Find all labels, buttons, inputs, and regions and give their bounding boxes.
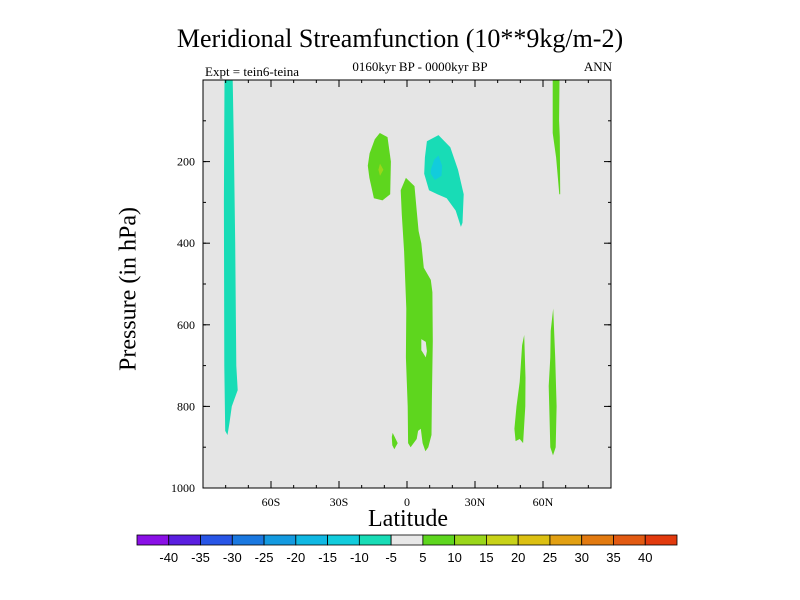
season-label: ANN bbox=[583, 59, 612, 74]
region-tropical-gap bbox=[421, 339, 427, 358]
x-axis-label: Latitude bbox=[368, 506, 448, 532]
y-tick-label: 1000 bbox=[171, 481, 195, 495]
colorbar-label: 5 bbox=[419, 550, 426, 565]
x-tick-label: 30S bbox=[330, 495, 349, 509]
region-tropical-positive bbox=[400, 177, 433, 452]
colorbar-label: -20 bbox=[286, 550, 305, 565]
colorbar-box bbox=[613, 534, 646, 546]
y-tick-label: 400 bbox=[177, 236, 195, 250]
region-sh-upper-positive-core bbox=[378, 163, 384, 176]
colorbar-box bbox=[517, 534, 551, 546]
contour-regions bbox=[223, 80, 561, 456]
colorbar-box bbox=[454, 534, 487, 546]
colorbar-box bbox=[358, 534, 392, 546]
y-tick-label: 600 bbox=[177, 318, 195, 332]
colorbar-box bbox=[422, 534, 456, 546]
colorbar-box bbox=[263, 534, 297, 546]
chart-title: Meridional Streamfunction (10**9kg/m-2) bbox=[176, 24, 624, 53]
colorbar-label: -30 bbox=[223, 550, 242, 565]
colorbar-box bbox=[231, 534, 265, 546]
colorbar-box bbox=[168, 534, 201, 546]
colorbar-label: -35 bbox=[191, 550, 210, 565]
region-nh-upper-negative-core bbox=[430, 155, 443, 180]
x-tick-label: 0 bbox=[404, 495, 410, 509]
colorbar-box bbox=[327, 534, 360, 546]
region-nh-midlat-positive bbox=[514, 335, 526, 444]
colorbar-label: 35 bbox=[606, 550, 620, 565]
colorbar-label: -5 bbox=[385, 550, 397, 565]
x-tick-label: 30N bbox=[465, 495, 486, 509]
region-sh-polar-cell bbox=[223, 80, 238, 435]
x-tick-label: 60S bbox=[262, 495, 281, 509]
colorbar-label: -15 bbox=[318, 550, 337, 565]
colorbar-box bbox=[486, 534, 519, 546]
colorbar-label: 25 bbox=[543, 550, 557, 565]
colorbar-box bbox=[390, 534, 424, 546]
colorbar-label: -40 bbox=[159, 550, 178, 565]
colorbar-label: 30 bbox=[574, 550, 588, 565]
colorbar-box bbox=[200, 534, 233, 546]
region-nh-highlat-positive bbox=[548, 308, 557, 456]
region-nh-upper-negative bbox=[424, 135, 464, 227]
colorbar-box bbox=[136, 534, 170, 546]
colorbar-label: -25 bbox=[255, 550, 274, 565]
region-small-positive-near-eq bbox=[391, 432, 398, 450]
colorbar-label: 15 bbox=[479, 550, 493, 565]
colorbar-label: 10 bbox=[447, 550, 461, 565]
colorbar-box bbox=[581, 534, 614, 546]
y-tick-label: 800 bbox=[177, 399, 195, 413]
colorbar-box bbox=[549, 534, 583, 546]
colorbar-box bbox=[644, 534, 678, 546]
colorbar-label: 40 bbox=[638, 550, 652, 565]
x-tick-label: 60N bbox=[533, 495, 554, 509]
region-nh-polar-upper-positive bbox=[552, 80, 561, 195]
y-tick-label: 200 bbox=[177, 155, 195, 169]
colorbar-label: 20 bbox=[511, 550, 525, 565]
colorbar-label: -10 bbox=[350, 550, 369, 565]
period-label: 0160kyr BP - 0000kyr BP bbox=[352, 59, 488, 74]
colorbar-box bbox=[295, 534, 328, 546]
experiment-label: Expt = tein6-teina bbox=[205, 64, 299, 79]
